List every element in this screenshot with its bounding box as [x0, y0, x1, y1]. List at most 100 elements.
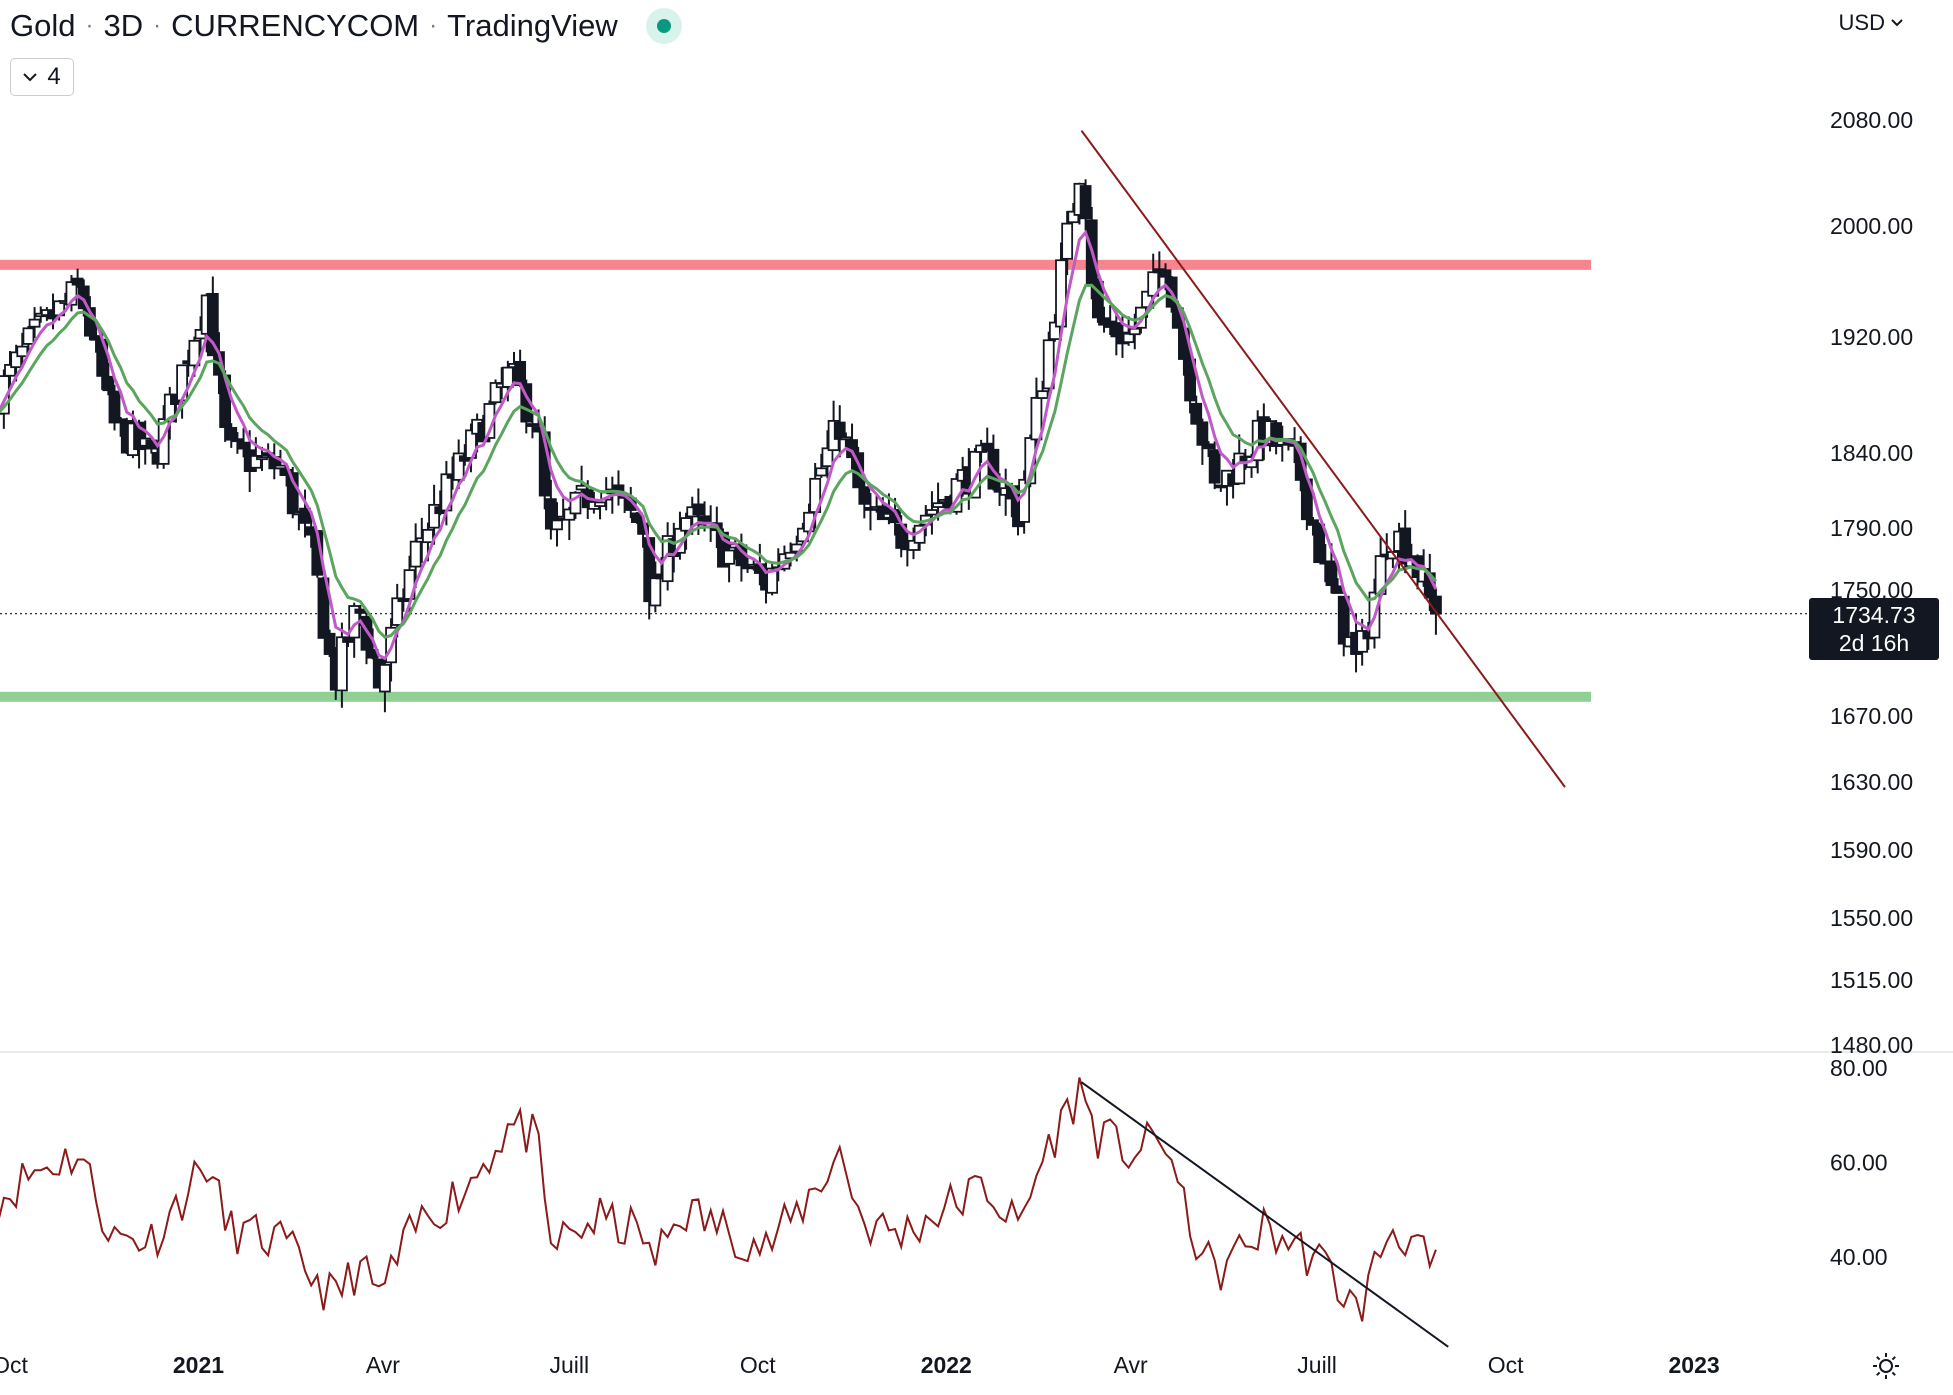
candle-body [71, 277, 84, 286]
candle-body [926, 509, 938, 516]
candle-body [1122, 332, 1135, 344]
candle-body [379, 663, 391, 693]
candle-body [65, 281, 78, 306]
settings-gear-icon[interactable] [1871, 1351, 1901, 1381]
rsi-trendline [1080, 1081, 1449, 1348]
candle-body [661, 535, 674, 583]
candle-body [594, 501, 606, 507]
candle-body [1030, 396, 1043, 441]
candle-body [237, 441, 250, 450]
candle-body [354, 608, 367, 614]
candle-body [858, 486, 871, 505]
source-label: TradingView [447, 8, 618, 43]
price-tick-label: 2000.00 [1830, 213, 1913, 239]
candle-body [563, 508, 576, 521]
candle-body [133, 421, 145, 451]
candle-body [1233, 452, 1246, 485]
candle-body [981, 442, 994, 452]
last-price-tag: 1734.73 2d 16h [1809, 598, 1939, 660]
candle-body [1079, 185, 1092, 220]
ema-slow-line [0, 283, 1438, 639]
indicators-count: 4 [47, 63, 61, 90]
candle-body [323, 632, 336, 655]
candle-body [16, 345, 29, 358]
candle-body [1331, 585, 1344, 594]
candle-body [1208, 449, 1221, 484]
price-tick-label: 1840.00 [1830, 440, 1913, 466]
exchange-label: CURRENCYCOM [171, 8, 420, 43]
date-tick-label: 2022 [921, 1352, 972, 1378]
separator-dot-icon: · [153, 12, 162, 39]
candle-body [286, 472, 299, 515]
price-tick-label: 1515.00 [1830, 967, 1913, 993]
candle-body [950, 478, 963, 513]
candle-body [188, 339, 201, 367]
date-tick-label: Oct [0, 1352, 28, 1378]
price-tick-label: 1550.00 [1830, 905, 1913, 931]
interval-label[interactable]: 3D [103, 8, 144, 43]
rsi-line [0, 1077, 1437, 1322]
candle-body [1036, 390, 1049, 399]
candle-body [1061, 222, 1074, 260]
candle-body [231, 438, 244, 443]
candle-body [1307, 519, 1319, 526]
date-tick-label: 2021 [173, 1352, 224, 1378]
candle-body [256, 456, 268, 461]
rsi-tick-label: 40.00 [1830, 1244, 1888, 1270]
candlestick-series [0, 179, 1442, 713]
candle-body [4, 364, 16, 377]
candle-body [680, 517, 692, 532]
candle-body [391, 597, 404, 626]
candle-body [649, 577, 662, 607]
ema-fast-line [0, 229, 1438, 661]
chart-header: Gold · 3D · CURRENCYCOM · TradingView [10, 8, 682, 44]
currency-selector[interactable]: USD [1839, 10, 1903, 36]
separator-dot-icon: · [85, 12, 94, 39]
candle-body [335, 636, 348, 692]
market-open-status-icon[interactable] [645, 8, 682, 44]
candle-body [876, 505, 889, 521]
date-tick-label: Juill [1297, 1352, 1337, 1378]
rsi-tick-label: 80.00 [1830, 1055, 1888, 1081]
candle-body [299, 507, 311, 524]
candle-body [225, 427, 238, 441]
bar-countdown: 2d 16h [1838, 630, 1910, 656]
candle-body [723, 549, 736, 565]
candle-body [1270, 422, 1283, 447]
candle-body [409, 540, 422, 568]
candle-body [833, 421, 846, 440]
chevron-down-icon [1891, 19, 1903, 27]
candle-body [1356, 630, 1369, 653]
candle-body [22, 327, 35, 345]
candle-body [1048, 321, 1061, 340]
indicators-collapse-button[interactable]: 4 [10, 58, 74, 96]
candle-body [10, 351, 23, 369]
candle-body [551, 519, 563, 531]
chevron-down-icon [23, 73, 38, 82]
candle-body [692, 503, 705, 516]
candle-body [360, 615, 373, 651]
last-price-value: 1734.73 [1832, 602, 1916, 628]
candle-body [1325, 560, 1338, 587]
resistance-zone [0, 259, 1591, 270]
candle-body [1091, 280, 1104, 319]
symbol-name[interactable]: Gold [10, 8, 76, 43]
candle-body [108, 390, 121, 424]
candle-body [0, 375, 10, 415]
candle-body [575, 484, 588, 491]
candle-body [1196, 421, 1209, 446]
candle-body [1399, 527, 1412, 565]
candle-body [526, 423, 539, 427]
candle-body [569, 491, 582, 515]
currency-label: USD [1838, 10, 1885, 35]
price-tick-label: 2080.00 [1830, 107, 1913, 133]
candle-body [1202, 443, 1215, 450]
date-tick-label: 2023 [1668, 1352, 1719, 1378]
candle-body [1337, 595, 1350, 645]
candle-body [428, 503, 440, 529]
candle-body [514, 360, 527, 387]
candle-body [206, 292, 219, 357]
candle-body [249, 455, 262, 469]
